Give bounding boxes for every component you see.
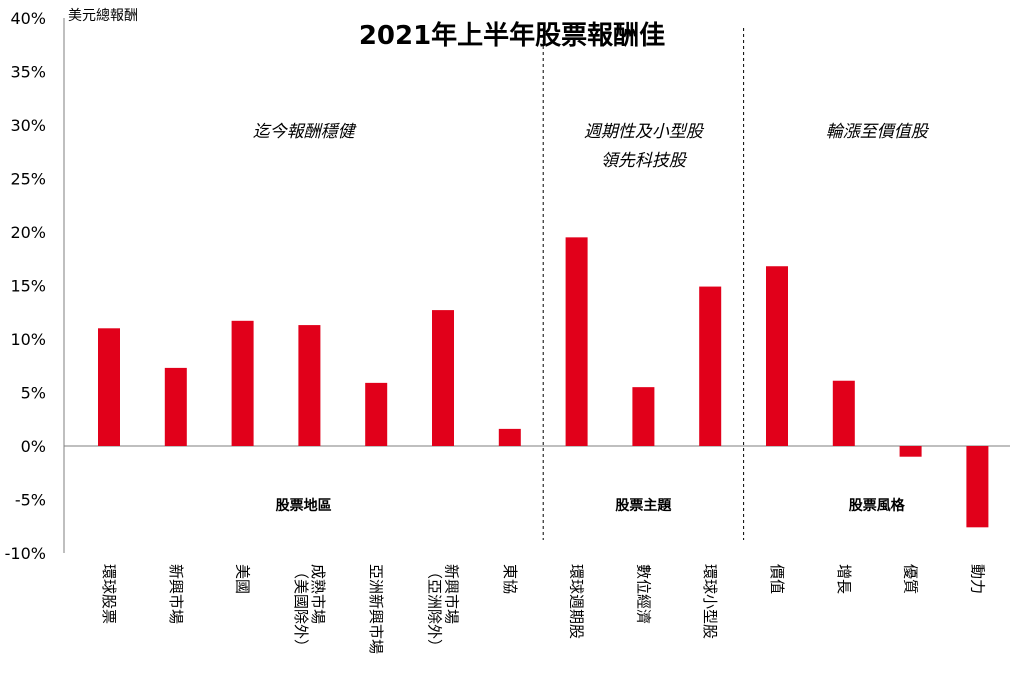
bar [966, 446, 989, 528]
bar [298, 325, 321, 446]
section-label: 股票主題 [615, 497, 672, 514]
x-category-label: 亞洲新興市場 [367, 564, 385, 654]
x-category-label: （美國除外） [292, 564, 310, 654]
group-header-label: 迄今報酬穩健 [253, 122, 358, 142]
y-tick-label: 40% [10, 9, 46, 28]
y-tick-label: 15% [10, 277, 46, 296]
bar [231, 320, 254, 446]
bar [766, 266, 788, 446]
x-category-label: 新興市場 [167, 564, 185, 624]
bar [164, 367, 187, 446]
y-tick-label: 10% [10, 330, 46, 349]
x-category-label: 環球小型股 [701, 564, 719, 639]
y-tick-label: -5% [15, 491, 46, 510]
y-tick-label: 25% [10, 170, 46, 189]
bar [365, 382, 388, 446]
bar [832, 380, 855, 446]
x-category-label: 東協 [501, 564, 519, 594]
bar [498, 428, 521, 446]
x-category-label: 價值 [768, 564, 786, 594]
bar [632, 387, 655, 446]
y-tick-label: 35% [10, 63, 46, 82]
group-header-label: 週期性及小型股 [584, 122, 705, 142]
x-category-label: 動力 [968, 564, 986, 594]
group-header-label: 領先科技股 [601, 151, 688, 171]
bar [565, 237, 588, 446]
y-tick-label: 30% [10, 116, 46, 135]
x-category-label: 美國 [234, 564, 252, 594]
bar [98, 328, 120, 446]
x-category-label: 增長 [835, 564, 853, 594]
x-category-label: 成熟市場 [309, 564, 327, 624]
x-category-label: 環球股票 [100, 564, 118, 624]
y-axis-label: 美元總報酬 [68, 7, 138, 24]
x-category-label: 數位經濟 [634, 564, 652, 624]
section-label: 股票風格 [849, 497, 906, 514]
x-category-label: （亞洲除外） [426, 564, 444, 654]
x-category-label: 環球週期股 [568, 564, 586, 639]
y-tick-label: 0% [21, 437, 46, 456]
bar [699, 286, 722, 446]
x-category-label: 新興市場 [443, 564, 461, 624]
bar [899, 446, 922, 457]
y-tick-label: 20% [10, 223, 46, 242]
y-tick-label: 5% [21, 384, 46, 403]
chart-title: 2021年上半年股票報酬佳 [359, 20, 665, 51]
y-tick-label: -10% [5, 544, 46, 563]
x-category-label: 優質 [902, 564, 920, 594]
section-label: 股票地區 [276, 497, 332, 514]
bar [432, 310, 454, 446]
group-header-label: 輪漲至價值股 [826, 122, 930, 142]
